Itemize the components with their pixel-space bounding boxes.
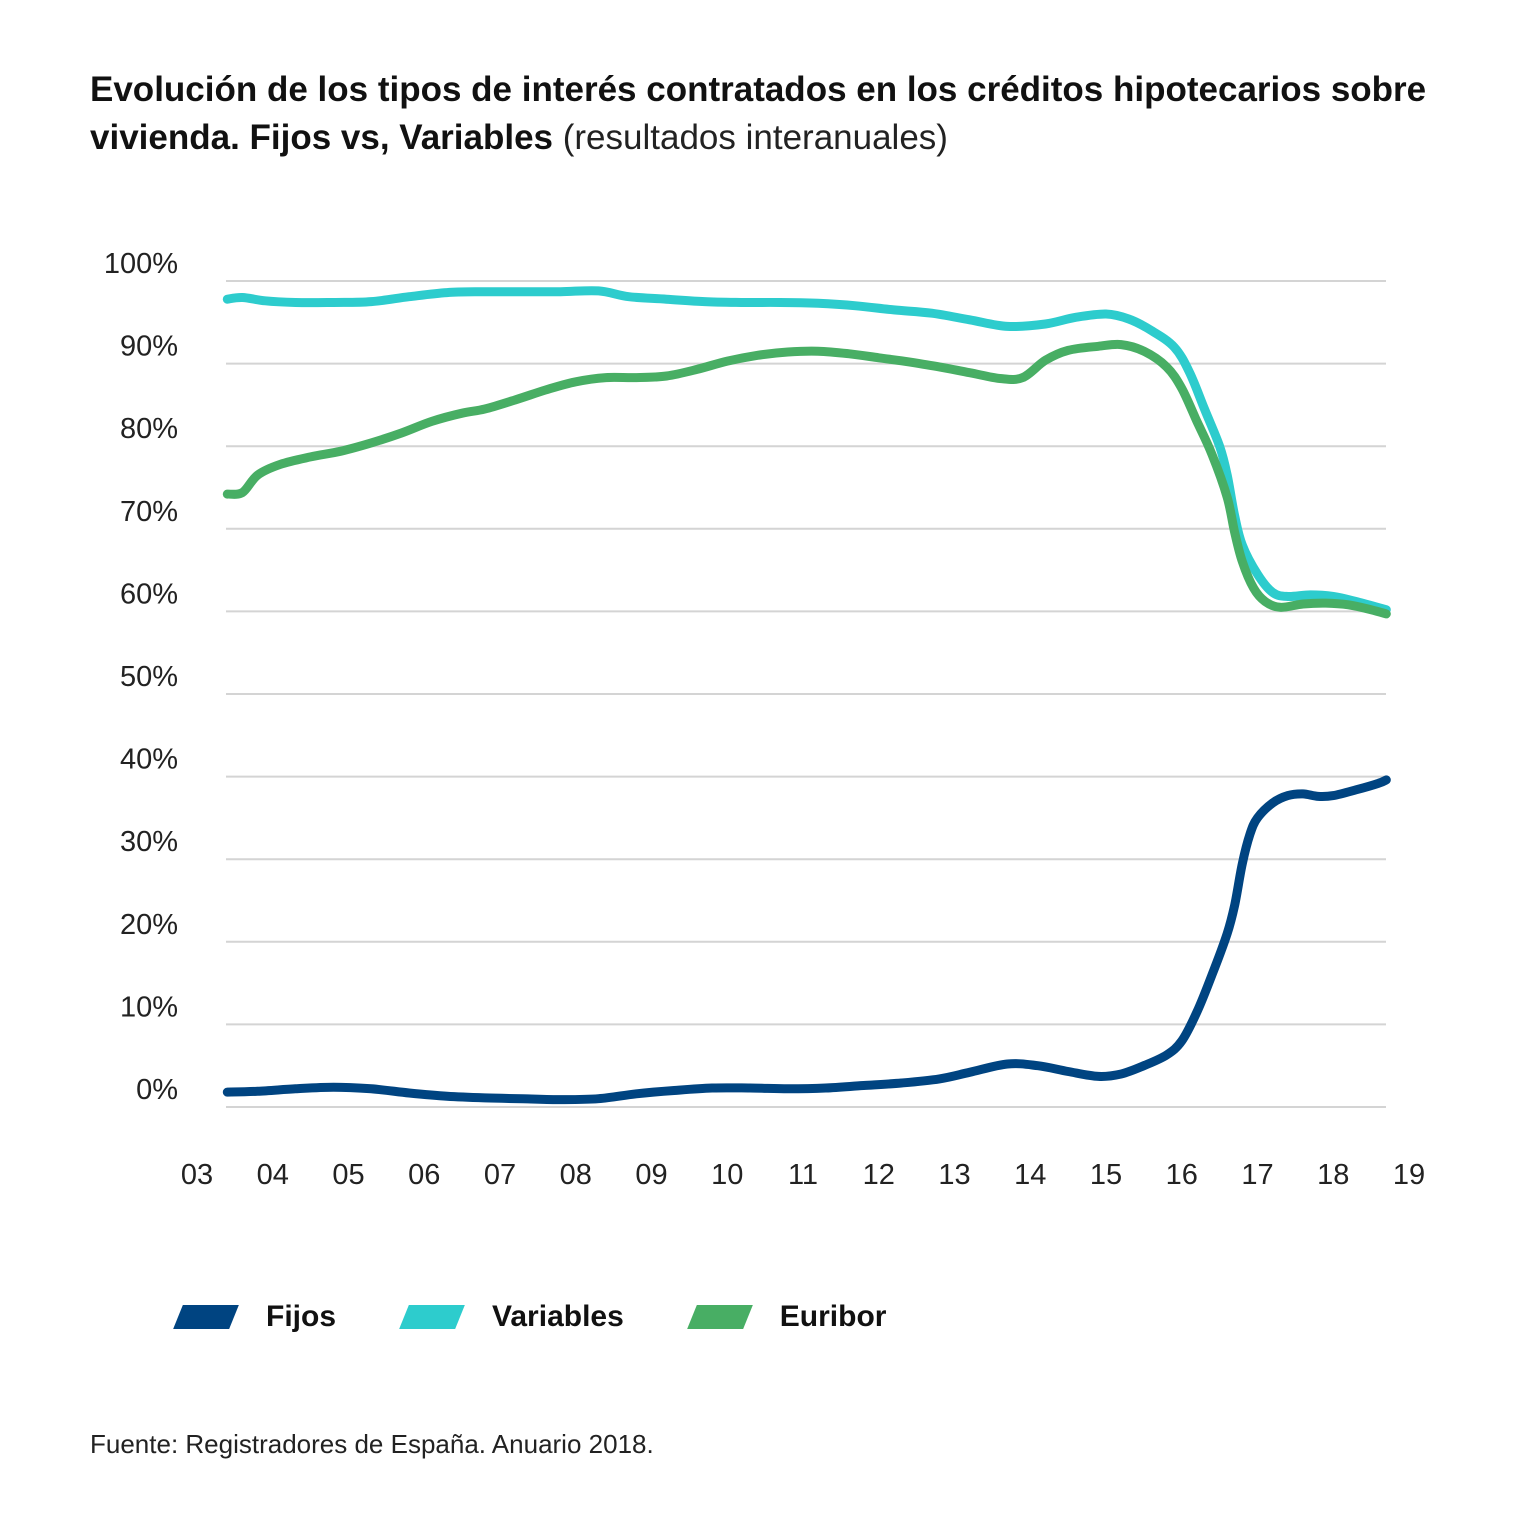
x-tick-label: 04 (257, 1159, 289, 1191)
x-tick-label: 10 (711, 1159, 743, 1191)
y-tick-label: 60% (120, 578, 178, 610)
x-tick-label: 03 (181, 1159, 213, 1191)
y-tick-label: 0% (136, 1074, 178, 1106)
x-tick-label: 05 (332, 1159, 364, 1191)
legend-label-euribor: Euribor (779, 1300, 887, 1333)
legend-item-fijos: Fijos (173, 1300, 337, 1334)
series-line-fijos (222, 775, 1391, 1105)
x-tick-label: 09 (635, 1159, 667, 1191)
y-tick-label: 70% (120, 496, 178, 528)
x-tick-label: 13 (938, 1159, 970, 1191)
y-axis-ticks: 0% 10% 20% 30% 40% 50% 60% 70% 80% 90% 100% (104, 248, 178, 1106)
y-tick-label: 40% (120, 744, 178, 776)
legend-item-euribor: Euribor (686, 1300, 887, 1334)
y-tick-label: 80% (120, 413, 178, 445)
grid-lines (226, 280, 1386, 1108)
legend-swatch-variables (399, 1305, 465, 1329)
series-line-variables (222, 286, 1391, 615)
x-tick-label: 14 (1014, 1159, 1046, 1191)
x-tick-label: 12 (863, 1159, 895, 1191)
x-tick-label: 17 (1241, 1159, 1273, 1191)
y-tick-label: 90% (120, 331, 178, 363)
x-tick-label: 11 (788, 1159, 818, 1191)
legend-label-variables: Variables (492, 1300, 624, 1333)
chart-title-main: Evolución de los tipos de interés contra… (90, 70, 1427, 157)
x-tick-label: 19 (1393, 1159, 1425, 1191)
x-tick-label: 08 (560, 1159, 592, 1191)
x-tick-label: 07 (484, 1159, 516, 1191)
legend-swatch-fijos (173, 1305, 239, 1329)
legend-swatch-euribor (686, 1305, 753, 1329)
y-tick-label: 100% (104, 248, 178, 280)
y-tick-label: 20% (120, 909, 178, 941)
chart-title-subtitle: (resultados interanuales) (562, 118, 948, 157)
chart-title: Evolución de los tipos de interés contra… (90, 66, 1470, 162)
legend-label-fijos: Fijos (266, 1300, 337, 1333)
x-axis-ticks: 03 04 05 06 07 08 09 10 11 12 13 14 15 16 17 18 19 (181, 1159, 1425, 1191)
y-tick-label: 50% (120, 661, 178, 693)
y-tick-label: 10% (120, 991, 178, 1023)
series-line-euribor (222, 339, 1391, 619)
series-lines (222, 286, 1391, 1105)
y-tick-label: 30% (120, 826, 178, 858)
source-note: Fuente: Registradores de España. Anuario… (90, 1429, 654, 1459)
legend-item-variables: Variables (399, 1300, 624, 1334)
legend: Fijos Variables Euribor (173, 1295, 954, 1339)
x-tick-label: 18 (1317, 1159, 1349, 1191)
x-tick-label: 06 (408, 1159, 440, 1191)
x-tick-label: 15 (1090, 1159, 1122, 1191)
x-tick-label: 16 (1166, 1159, 1198, 1191)
